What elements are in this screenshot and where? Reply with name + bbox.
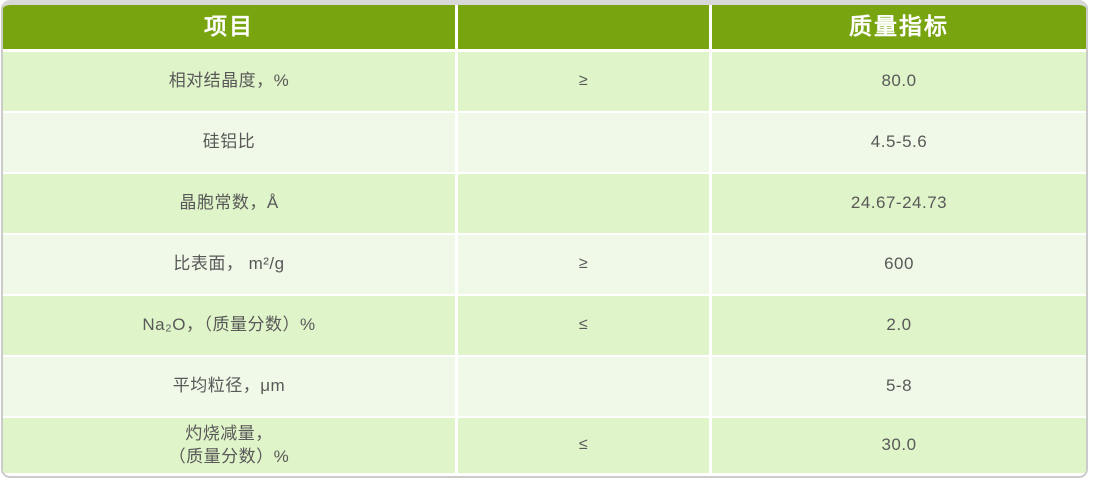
value-cell: 80.0: [712, 52, 1086, 111]
item-cell: 灼烧减量， （质量分数）%: [3, 418, 455, 473]
header-item-cell: 项目: [3, 5, 455, 49]
table-row-4: 比表面， m²/g ≥ 600: [3, 235, 1086, 294]
value-cell: 4.5-5.6: [712, 113, 1086, 172]
table-row-7: 灼烧减量， （质量分数）% ≤ 30.0: [3, 418, 1086, 473]
table-row-5: Na₂O，（质量分数）% ≤ 2.0: [3, 296, 1086, 355]
table-row-1: 相对结晶度，% ≥ 80.0: [3, 52, 1086, 111]
header-relation-cell: [458, 5, 709, 49]
value-cell: 600: [712, 235, 1086, 294]
item-cell: 相对结晶度，%: [3, 52, 455, 111]
item-cell: 比表面， m²/g: [3, 235, 455, 294]
relation-cell: [458, 357, 709, 416]
header-index-cell: 质量指标: [712, 5, 1086, 49]
item-cell: 硅铝比: [3, 113, 455, 172]
value-cell: 5-8: [712, 357, 1086, 416]
value-cell: 24.67-24.73: [712, 174, 1086, 233]
table-row-3: 晶胞常数，Å 24.67-24.73: [3, 174, 1086, 233]
value-cell: 2.0: [712, 296, 1086, 355]
item-cell: Na₂O，（质量分数）%: [3, 296, 455, 355]
value-cell: 30.0: [712, 418, 1086, 473]
relation-cell: ≥: [458, 52, 709, 111]
table-row-6: 平均粒径，μm 5-8: [3, 357, 1086, 416]
relation-cell: ≤: [458, 296, 709, 355]
relation-cell: [458, 174, 709, 233]
relation-cell: ≤: [458, 418, 709, 473]
item-cell: 平均粒径，μm: [3, 357, 455, 416]
table-row-2: 硅铝比 4.5-5.6: [3, 113, 1086, 172]
item-cell: 晶胞常数，Å: [3, 174, 455, 233]
table-header-row: 项目 质量指标: [3, 5, 1086, 49]
relation-cell: ≥: [458, 235, 709, 294]
relation-cell: [458, 113, 709, 172]
